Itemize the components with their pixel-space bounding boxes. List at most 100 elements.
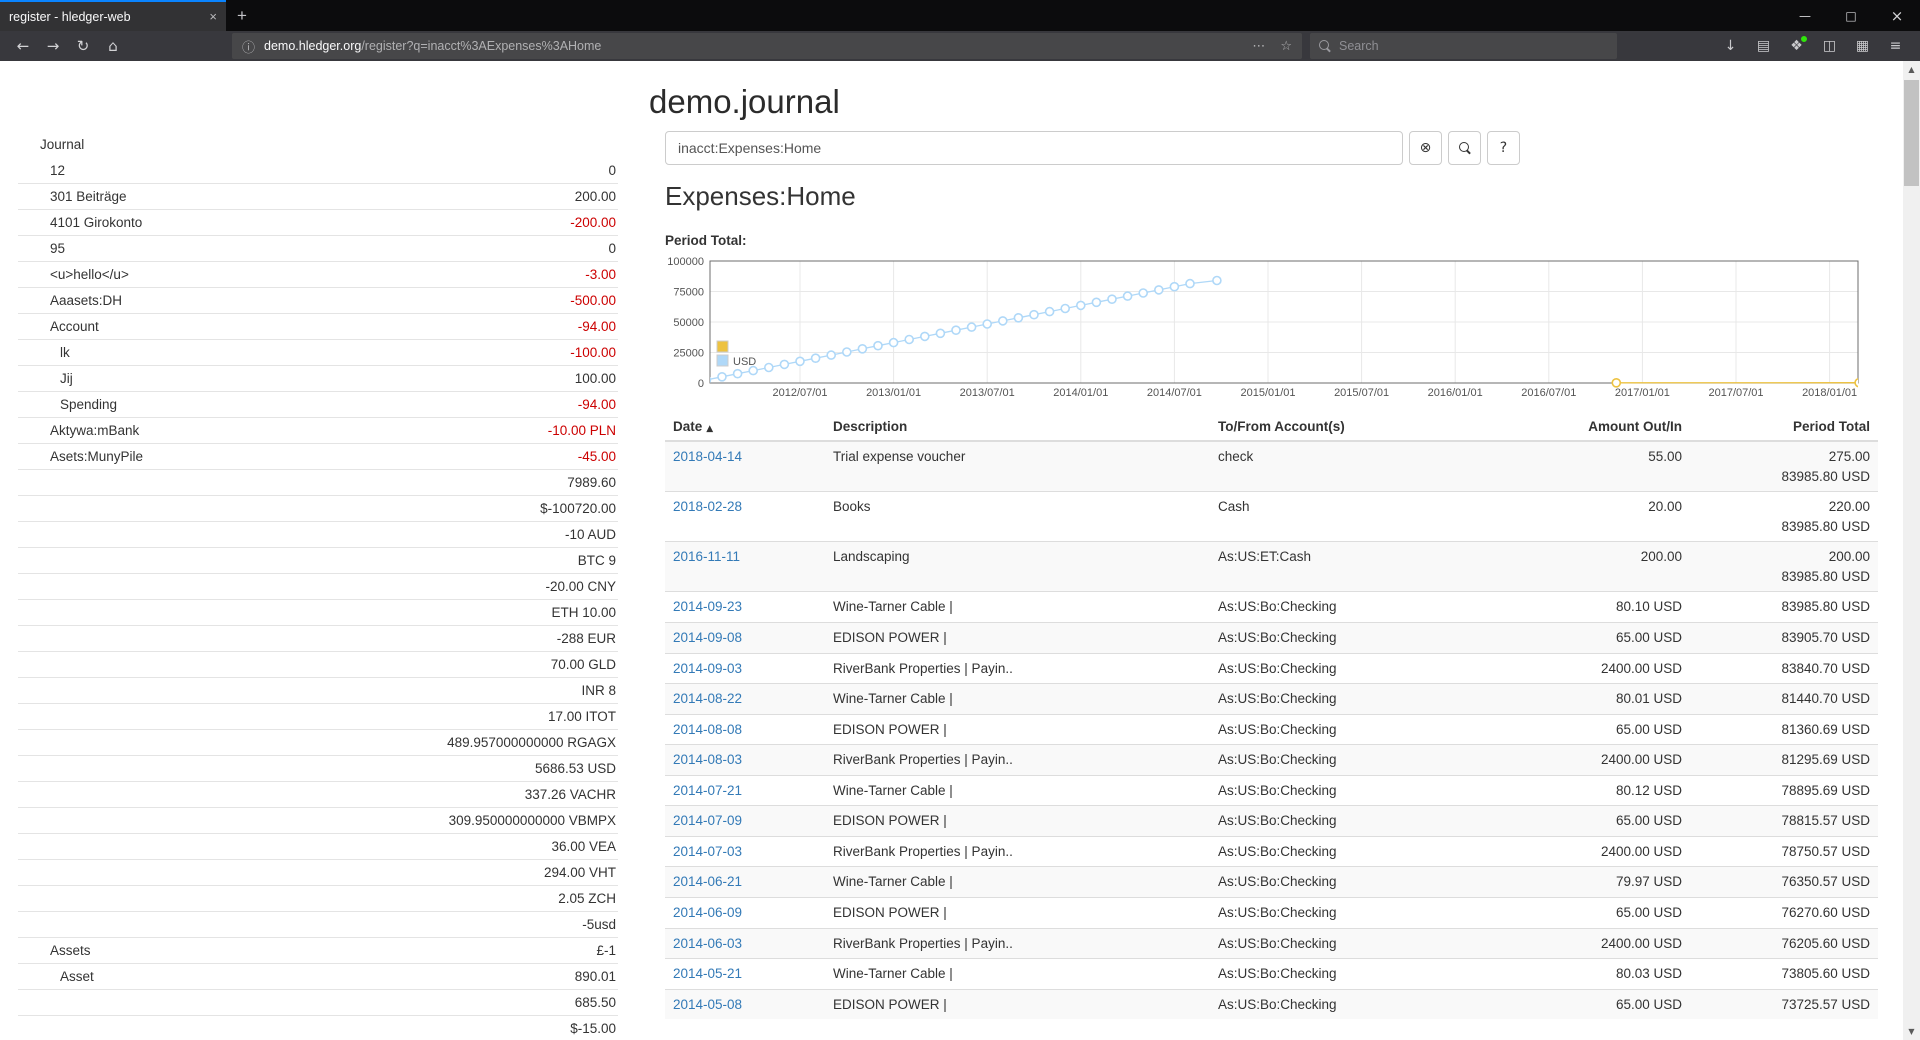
sidebar-row: 337.26 VACHR	[18, 781, 618, 807]
date-cell: 2014-08-22	[665, 683, 825, 715]
date-link[interactable]: 2018-04-14	[673, 449, 743, 464]
account-link[interactable]: Asset	[60, 969, 94, 984]
register-row: 2014-08-22 Wine-Tarner Cable | As:US:Bo:Ch…	[665, 683, 1878, 715]
date-header[interactable]: Date ▲	[665, 413, 825, 442]
sidebar-row: BTC 9	[18, 547, 618, 573]
amount-cell: 200.00	[1492, 541, 1690, 592]
account-balance: -45.00	[577, 449, 616, 464]
home-icon[interactable]: ⌂	[108, 37, 118, 55]
url-path: /register?q=inacct%3AExpenses%3AHome	[361, 39, 602, 53]
date-link[interactable]: 2014-06-09	[673, 905, 743, 920]
browser-search-field[interactable]: Search	[1310, 33, 1617, 59]
search-button[interactable]	[1448, 131, 1481, 165]
account-cell: As:US:Bo:Checking	[1210, 866, 1492, 898]
date-link[interactable]: 2014-09-03	[673, 660, 743, 676]
close-button[interactable]: ×	[1890, 6, 1904, 25]
query-input[interactable]	[665, 131, 1403, 165]
downloads-icon[interactable]: ↓	[1724, 38, 1737, 54]
account-balance: -94.00	[577, 319, 616, 334]
register-row: 2018-02-28 Books Cash 20.00 220.00 83985.80 U…	[665, 491, 1878, 542]
account-balance: 685.50	[574, 995, 616, 1010]
sidebar-row: ETH 10.00	[18, 599, 618, 625]
scroll-up-icon[interactable]: ▲	[1908, 65, 1915, 74]
account-link[interactable]: Account	[50, 319, 99, 334]
account-link[interactable]: Asets:MunyPile	[50, 449, 144, 464]
register-row: 2014-08-03 RiverBank Properties | Payin..…	[665, 744, 1878, 776]
page-actions-icon[interactable]: ⋯	[1252, 38, 1266, 54]
svg-text:2016/01/01: 2016/01/01	[1428, 387, 1483, 399]
account-link[interactable]: Spending	[60, 397, 118, 412]
url-bar[interactable]: ⓘ demo.hledger.org/register?q=inacct%3AE…	[232, 33, 1302, 59]
sidebar-rows: 12 0 301 Beiträge 200.00 4101 Girokonto -200.…	[18, 157, 618, 1040]
date-link[interactable]: 2014-08-03	[673, 752, 743, 768]
browser-tab[interactable]: register - hledger-web ×	[0, 0, 226, 31]
date-link[interactable]: 2014-05-21	[673, 966, 743, 982]
register-row: 2014-05-21 Wine-Tarner Cable | As:US:Bo:Ch…	[665, 958, 1878, 990]
date-link[interactable]: 2014-06-03	[673, 935, 743, 951]
url-host: demo.hledger.org	[264, 39, 362, 53]
account-link[interactable]: 12	[50, 162, 66, 178]
account-link[interactable]: 95	[50, 241, 66, 256]
account-balance: -200.00	[570, 215, 616, 230]
maximize-button[interactable]: □	[1845, 8, 1857, 23]
forward-icon[interactable]: →	[46, 37, 60, 55]
bookmark-star-icon[interactable]: ☆	[1280, 38, 1292, 54]
scrollbar-thumb[interactable]	[1904, 80, 1919, 186]
clear-query-button[interactable]: ⊗	[1409, 131, 1442, 165]
scroll-down-icon[interactable]: ▼	[1908, 1027, 1915, 1036]
date-link[interactable]: 2014-06-21	[673, 874, 743, 890]
date-link[interactable]: 2018-02-28	[673, 499, 743, 515]
period-total-cell: 76350.57 USD	[1690, 866, 1878, 898]
amount-cell: 65.00 USD	[1492, 713, 1690, 745]
account-cell: As:US:Bo:Checking	[1210, 744, 1492, 776]
help-button[interactable]: ?	[1487, 131, 1520, 165]
new-tab-button[interactable]: +	[237, 5, 247, 25]
account-link[interactable]: Assets	[50, 943, 91, 958]
tab-close-icon[interactable]: ×	[209, 9, 217, 24]
back-icon[interactable]: ←	[16, 37, 30, 55]
sidebar-row: 36.00 VEA	[18, 833, 618, 859]
extension-icon[interactable]: ❖	[1782, 33, 1811, 59]
period-total-header: Period Total	[1690, 413, 1878, 442]
date-link[interactable]: 2014-07-09	[673, 813, 743, 829]
register-row: 2014-09-03 RiverBank Properties | Payin..…	[665, 652, 1878, 684]
date-link[interactable]: 2016-11-11	[673, 549, 741, 565]
account-link[interactable]: <u>hello</u>	[50, 267, 129, 282]
date-link[interactable]: 2014-08-22	[673, 691, 743, 707]
date-link[interactable]: 2014-07-03	[673, 843, 743, 859]
register-row: 2014-07-09 EDISON POWER | As:US:Bo:Checkin…	[665, 805, 1878, 837]
svg-text:2013/01/01: 2013/01/01	[866, 387, 921, 399]
minimize-button[interactable]: —	[1799, 8, 1811, 23]
account-link[interactable]: lk	[60, 345, 70, 360]
amount-cell: 80.10 USD	[1492, 591, 1690, 623]
period-total-cell: 200.00 83985.80 USD	[1690, 541, 1878, 592]
account-balance: -500.00	[570, 293, 616, 308]
journal-link[interactable]: Journal	[40, 136, 85, 152]
date-cell: 2014-08-08	[665, 713, 825, 745]
reload-icon[interactable]: ↻	[76, 37, 90, 55]
library-icon[interactable]: ▤	[1756, 38, 1771, 54]
date-link[interactable]: 2014-09-23	[673, 599, 743, 615]
site-info-icon[interactable]: ⓘ	[242, 40, 256, 56]
account-link[interactable]: 301 Beiträge	[50, 189, 127, 204]
sidebar-row: 12 0	[18, 157, 618, 183]
period-total-cell: 76270.60 USD	[1690, 897, 1878, 929]
date-link[interactable]: 2014-05-08	[673, 996, 743, 1012]
sidebar-toggle-icon[interactable]: ◫	[1822, 38, 1837, 54]
sidebar-row: <u>hello</u> -3.00	[18, 261, 618, 287]
account-link[interactable]: Jij	[60, 371, 73, 386]
sidebar-row: -288 EUR	[18, 625, 618, 651]
apps-grid-icon[interactable]: ▦	[1855, 38, 1870, 54]
date-link[interactable]: 2014-08-08	[673, 721, 743, 737]
date-link[interactable]: 2014-07-21	[673, 782, 743, 798]
account-link[interactable]: 4101 Girokonto	[50, 215, 143, 230]
period-total-label: Period Total:	[665, 233, 747, 248]
account-link[interactable]: Aaasets:DH	[50, 293, 123, 308]
period-total-cell: 81440.70 USD	[1690, 683, 1878, 715]
menu-icon[interactable]: ≡	[1889, 38, 1902, 54]
register-row: 2014-07-03 RiverBank Properties | Payin..…	[665, 835, 1878, 867]
period-total-cell: 83905.70 USD	[1690, 621, 1878, 653]
date-link[interactable]: 2014-09-08	[673, 629, 743, 645]
account-link[interactable]: Aktywa:mBank	[50, 423, 140, 438]
